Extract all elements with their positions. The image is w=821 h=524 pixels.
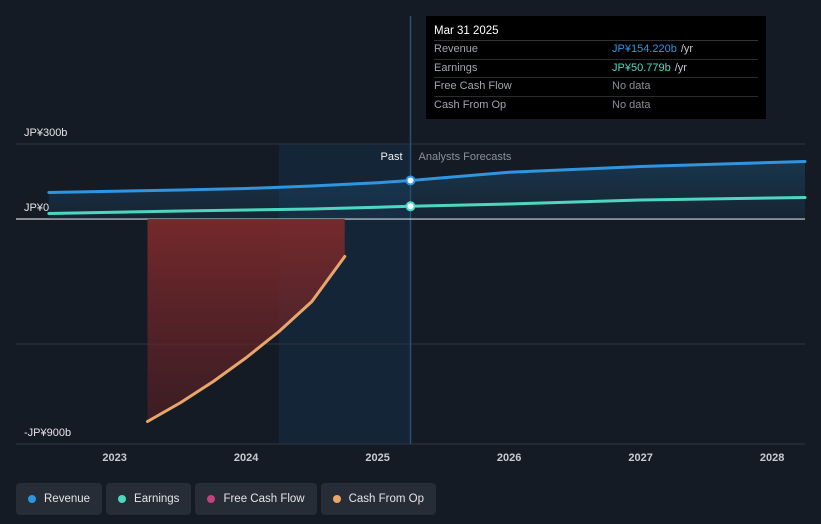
legend-dot-cash-from-op <box>332 495 341 503</box>
tooltip-row-earnings: Earnings JP¥50.779b /yr <box>434 60 758 78</box>
tooltip-value: JP¥154.220b <box>612 43 677 55</box>
x-tick-label: 2026 <box>497 452 521 464</box>
tooltip-value: No data <box>612 80 651 92</box>
x-tick-label: 2027 <box>628 452 652 464</box>
legend-label: Free Cash Flow <box>223 493 305 505</box>
earnings-marker <box>405 201 416 212</box>
cash-from-op-area <box>147 219 345 422</box>
tooltip-date: Mar 31 2025 <box>434 16 758 41</box>
tooltip-label: Revenue <box>434 43 479 55</box>
y-tick-label: JP¥300b <box>24 127 67 139</box>
tooltip-label: Cash From Op <box>434 98 507 111</box>
tooltip-row-cash-from-op: Cash From Op No data <box>434 97 758 115</box>
tooltip: Mar 31 2025 Revenue JP¥154.220b /yr Earn… <box>426 16 766 119</box>
legend-dot-free-cash-flow <box>207 495 216 503</box>
legend-label: Earnings <box>134 493 180 505</box>
legend-item-free-cash-flow[interactable]: Free Cash Flow <box>195 483 317 515</box>
x-tick-label: 2024 <box>234 452 259 464</box>
y-tick-label: -JP¥900b <box>24 427 71 439</box>
tooltip-value: No data <box>612 98 651 111</box>
revenue-area <box>48 161 805 219</box>
legend-dot-revenue <box>28 495 36 503</box>
legend-label: Cash From Op <box>348 493 425 505</box>
forecast-label: Analysts Forecasts <box>419 151 512 163</box>
legend-item-revenue[interactable]: Revenue <box>16 483 103 515</box>
x-tick-label: 2028 <box>760 452 784 464</box>
legend-dot-earnings <box>118 495 127 503</box>
tooltip-label: Free Cash Flow <box>434 80 512 92</box>
x-tick-label: 2025 <box>365 452 389 464</box>
x-tick-label: 2023 <box>102 452 126 464</box>
tooltip-unit: /yr <box>680 43 694 55</box>
earnings-line <box>47 196 807 215</box>
tooltip-row-revenue: Revenue JP¥154.220b /yr <box>434 41 758 60</box>
legend: Revenue Earnings Free Cash Flow Cash Fro… <box>16 483 437 515</box>
y-tick-label: JP¥0 <box>24 202 49 214</box>
legend-item-earnings[interactable]: Earnings <box>106 483 192 515</box>
tooltip-row-free-cash-flow: Free Cash Flow No data <box>434 78 758 97</box>
revenue-marker <box>405 175 416 186</box>
legend-label: Revenue <box>44 493 91 505</box>
revenue-line <box>47 160 807 194</box>
tooltip-value: JP¥50.779b <box>612 61 671 74</box>
cash-from-op-line <box>146 255 347 423</box>
tooltip-label: Earnings <box>434 61 478 74</box>
tooltip-unit: /yr <box>674 61 687 74</box>
legend-item-cash-from-op[interactable]: Cash From Op <box>320 483 437 515</box>
past-label: Past <box>380 151 402 163</box>
